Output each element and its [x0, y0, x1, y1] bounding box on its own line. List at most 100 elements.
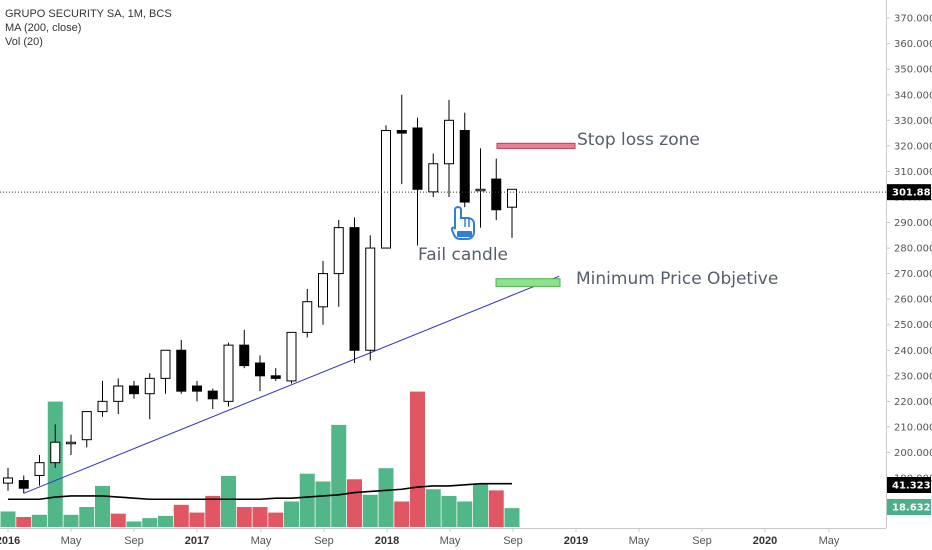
candle-body — [286, 331, 297, 382]
volume-indicator-label[interactable]: Vol (20) — [5, 36, 43, 48]
volume-bar — [252, 507, 268, 527]
volume-bar — [473, 483, 488, 527]
x-tick-label: May — [629, 535, 650, 547]
y-tick-label: 290.000 — [894, 218, 932, 229]
y-tick-label: 230.000 — [894, 371, 932, 382]
candle-body — [428, 163, 439, 193]
candle-body — [381, 130, 391, 249]
volume-bar — [95, 485, 110, 527]
y-tick-label: 320.000 — [894, 141, 932, 152]
candle-body — [192, 385, 202, 392]
volume-ma-polyline — [8, 482, 512, 501]
volume-bar — [315, 481, 331, 527]
candle-body — [3, 477, 13, 484]
x-tick-label: Sep — [314, 535, 334, 547]
volume-bar — [16, 517, 32, 527]
volume-ma-tag: 41.323M — [887, 477, 932, 493]
volume-bar — [331, 424, 347, 527]
candle-body — [207, 390, 218, 400]
y-tick-label: 340.000 — [894, 90, 932, 101]
volume-bar — [63, 514, 79, 527]
volume-bar — [457, 501, 473, 527]
candle-body — [239, 344, 250, 367]
fail-candle-label: Fail candle — [418, 245, 508, 265]
pointing-hand-icon — [450, 205, 475, 240]
candle-body — [97, 400, 108, 413]
minimum-objective-zone — [495, 278, 561, 287]
x-tick-label: May — [819, 535, 840, 547]
y-tick-label: 310.000 — [894, 167, 932, 178]
volume-bar — [110, 513, 126, 527]
x-tick-label: 2020 — [753, 535, 777, 547]
volume-bar — [441, 495, 457, 527]
y-tick-label: 370.000 — [894, 14, 932, 25]
candle-body — [475, 188, 486, 192]
volume-tag-text: 18.632M — [892, 503, 932, 514]
price-axis — [886, 0, 932, 550]
volume-bar — [221, 475, 236, 527]
volume-bar — [504, 508, 520, 527]
volume-bar — [410, 391, 425, 527]
volume-bar — [268, 512, 284, 527]
volume-bar — [284, 501, 299, 527]
candle-body — [459, 130, 470, 203]
candle-body — [365, 247, 376, 351]
volume-bar — [32, 514, 47, 527]
candle-body — [34, 462, 45, 476]
x-tick-label: May — [61, 535, 82, 547]
current-price-tag-bg — [887, 184, 931, 201]
hand-cuff — [457, 231, 472, 237]
y-tick-label: 350.000 — [894, 65, 932, 76]
x-tick-label: 2019 — [564, 535, 588, 547]
x-tick-label: May — [440, 535, 461, 547]
volume-ma-tag-bg — [887, 477, 931, 493]
volume-bar — [425, 489, 441, 527]
symbol-title[interactable]: GRUPO SECURITY SA, 1M, BCS — [5, 8, 172, 20]
volume-bar — [362, 494, 378, 527]
candle-body — [491, 178, 502, 211]
volume-bar — [394, 501, 410, 527]
candle-body — [129, 385, 139, 395]
trendline[interactable] — [23, 275, 560, 494]
volume-bar — [0, 511, 16, 527]
annotations[interactable]: Stop loss zone Minimum Price Objetive Fail… — [418, 130, 778, 289]
candle-body — [144, 377, 155, 395]
candle-body — [349, 227, 360, 351]
volume-bar — [142, 518, 158, 527]
volume-ma-tag-text: 41.323M — [892, 481, 932, 492]
volume-bars — [0, 391, 520, 527]
candle-body — [160, 349, 171, 379]
y-tick-label: 220.000 — [894, 397, 932, 408]
x-tick-label: Sep — [124, 535, 144, 547]
volume-bar — [299, 473, 315, 527]
candle-body — [412, 127, 423, 190]
volume-ma-line — [8, 482, 512, 501]
ma-indicator-label[interactable]: MA (200, close) — [5, 22, 82, 34]
current-price-tag-text: 301.880 — [892, 188, 932, 199]
volume-tag: 18.632M — [887, 499, 932, 515]
candle-body — [396, 130, 407, 134]
candles — [3, 94, 517, 494]
minimum-objective-label: Minimum Price Objetive — [576, 269, 778, 289]
stop-loss-zone — [496, 142, 576, 149]
candle-body — [255, 362, 265, 377]
volume-bar — [205, 495, 221, 527]
y-tick-label: 240.000 — [894, 346, 932, 357]
y-tick-label: 210.000 — [894, 422, 932, 433]
trendline-segment — [23, 275, 560, 494]
candle-body — [318, 273, 328, 308]
y-tick-label: 330.000 — [894, 116, 932, 127]
candle-body — [223, 344, 234, 402]
candle-body — [18, 480, 29, 489]
x-tick-label: Sep — [503, 535, 523, 547]
volume-bar — [378, 468, 394, 527]
candle-body — [113, 385, 124, 402]
stop-loss-label: Stop loss zone — [577, 130, 700, 150]
volume-bar — [126, 521, 142, 527]
volume-bar — [189, 512, 205, 527]
candle-body — [302, 301, 313, 333]
x-tick-label: May — [251, 535, 272, 547]
candle-body — [66, 441, 76, 445]
